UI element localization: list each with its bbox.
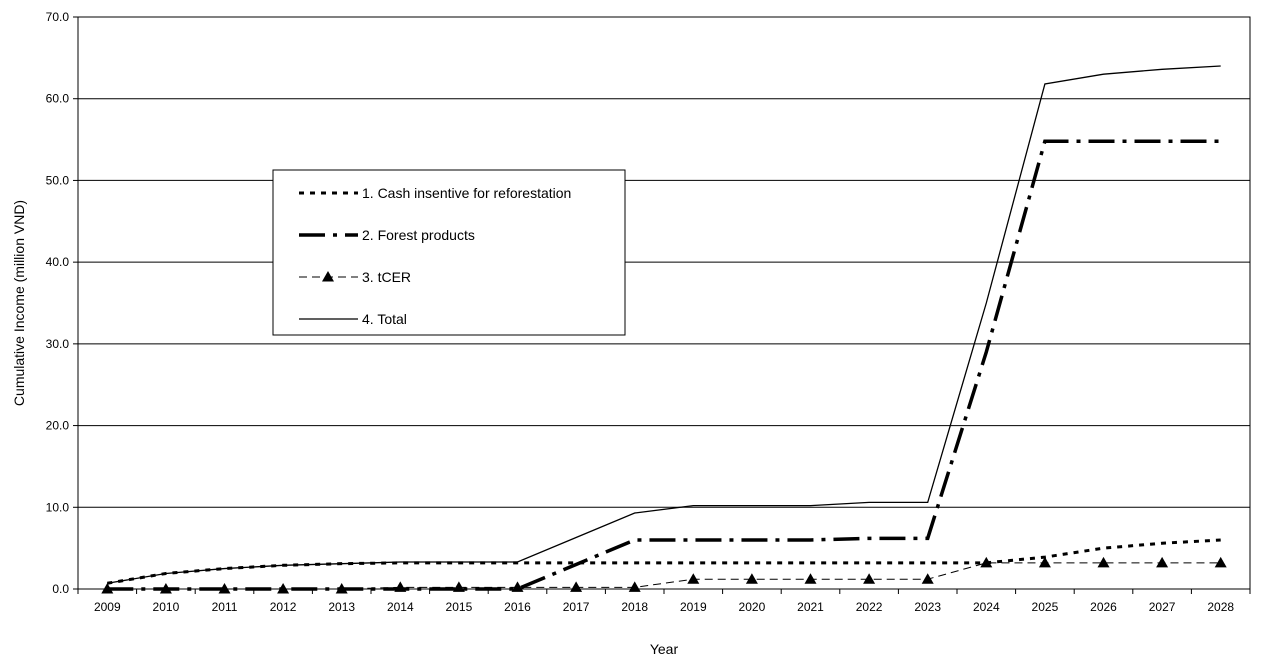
tcer-point-marker bbox=[1214, 556, 1227, 568]
x-tick-label: 2027 bbox=[1149, 600, 1176, 614]
x-tick-label: 2025 bbox=[1032, 600, 1059, 614]
plot-area bbox=[77, 16, 1251, 590]
tcer-point-marker bbox=[745, 573, 758, 584]
tcer-point-marker bbox=[687, 573, 700, 584]
y-tick-label: 30.0 bbox=[46, 337, 70, 351]
tcer-point-marker bbox=[1097, 556, 1110, 568]
x-tick-label: 2026 bbox=[1090, 600, 1117, 614]
x-tick-label: 2021 bbox=[797, 600, 824, 614]
x-tick-label: 2028 bbox=[1207, 600, 1234, 614]
tcer-point-marker bbox=[277, 583, 290, 594]
y-tick-label: 50.0 bbox=[46, 173, 70, 187]
series-line-3 bbox=[107, 562, 1221, 590]
series-line-4 bbox=[107, 65, 1221, 584]
x-tick-label: 2022 bbox=[856, 600, 883, 614]
legend-label-4: 4. Total bbox=[362, 311, 407, 327]
tcer-point-marker bbox=[1156, 556, 1169, 568]
legend-box bbox=[272, 169, 626, 336]
y-axis-title: Cumulative Income (million VND) bbox=[11, 200, 27, 406]
x-tick-label: 2010 bbox=[153, 600, 180, 614]
x-tick-label: 2023 bbox=[914, 600, 941, 614]
x-tick-label: 2012 bbox=[270, 600, 297, 614]
x-tick-label: 2016 bbox=[504, 600, 531, 614]
tcer-point-marker bbox=[1038, 556, 1051, 568]
tcer-point-marker bbox=[628, 581, 641, 592]
x-tick-label: 2017 bbox=[563, 600, 590, 614]
tcer-point-marker bbox=[980, 556, 993, 568]
tcer-point-marker bbox=[511, 581, 524, 592]
tcer-point-marker bbox=[322, 271, 334, 282]
y-tick-label: 20.0 bbox=[46, 419, 70, 433]
tcer-point-marker bbox=[863, 573, 876, 584]
y-tick-label: 10.0 bbox=[46, 500, 70, 514]
x-tick-label: 2024 bbox=[973, 600, 1000, 614]
x-tick-label: 2018 bbox=[621, 600, 648, 614]
x-tick-label: 2013 bbox=[328, 600, 355, 614]
tcer-point-marker bbox=[570, 581, 583, 592]
x-tick-label: 2011 bbox=[212, 600, 238, 614]
legend: 1. Cash insentive for reforestation 2. Fo… bbox=[272, 169, 626, 336]
tcer-point-marker bbox=[159, 583, 172, 594]
series-line-1 bbox=[107, 538, 1221, 585]
legend-label-2: 2. Forest products bbox=[362, 227, 475, 243]
tcer-point-marker bbox=[394, 581, 407, 592]
legend-label-3: 3. tCER bbox=[362, 269, 411, 285]
tcer-point-marker bbox=[101, 583, 114, 594]
tcer-point-marker bbox=[452, 581, 465, 592]
y-tick-label: 0.0 bbox=[52, 582, 69, 596]
y-tick-label: 70.0 bbox=[46, 10, 70, 24]
x-tick-label: 2014 bbox=[387, 600, 414, 614]
tcer-point-marker bbox=[921, 573, 934, 584]
tcer-point-marker bbox=[804, 573, 817, 584]
x-tick-label: 2015 bbox=[446, 600, 473, 614]
y-tick-label: 60.0 bbox=[46, 92, 70, 106]
x-tick-label: 2019 bbox=[680, 600, 707, 614]
tcer-point-marker bbox=[335, 583, 348, 594]
x-axis-title: Year bbox=[650, 641, 679, 657]
legend-label-1: 1. Cash insentive for reforestation bbox=[362, 185, 571, 201]
x-tick-label: 2009 bbox=[94, 600, 121, 614]
x-tick-label: 2020 bbox=[739, 600, 766, 614]
y-tick-label: 40.0 bbox=[46, 255, 70, 269]
tcer-point-marker bbox=[218, 583, 231, 594]
